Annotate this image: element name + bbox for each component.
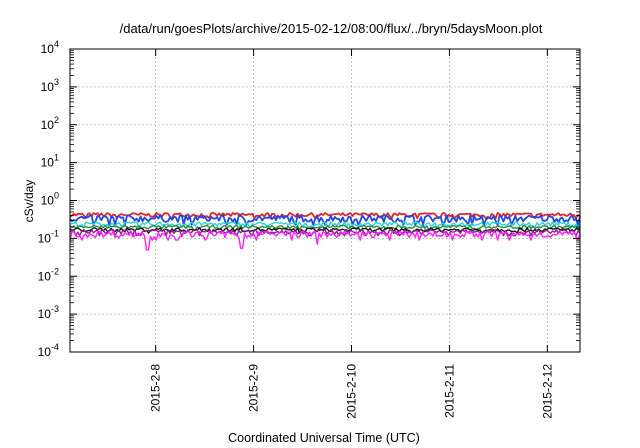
y-tick-base: 10 xyxy=(41,80,55,94)
y-tick-exponent: -4 xyxy=(51,342,59,352)
y-tick-exponent: -1 xyxy=(51,228,59,238)
y-tick-exponent: -3 xyxy=(51,304,59,314)
y-tick-base: 10 xyxy=(38,231,52,245)
y-tick-base: 10 xyxy=(41,194,55,208)
y-tick-label: 101 xyxy=(41,153,59,170)
y-tick-exponent: 2 xyxy=(54,115,59,125)
series-line xyxy=(69,230,581,251)
y-tick-exponent: 4 xyxy=(54,39,59,49)
y-tick-base: 10 xyxy=(38,269,52,283)
chart-title: /data/run/goesPlots/archive/2015-02-12/0… xyxy=(120,21,543,36)
y-tick-label: 104 xyxy=(41,39,59,56)
grid xyxy=(70,49,580,352)
x-tick-label: 2015-2-12 xyxy=(540,364,554,419)
y-tick-base: 10 xyxy=(41,118,55,132)
y-tick-exponent: 1 xyxy=(54,153,59,163)
series-line xyxy=(69,211,581,220)
y-tick-label: 100 xyxy=(41,191,59,208)
x-tick-labels: 2015-2-8 2015-2-9 2015-2-10 2015-2-11 2015-2… xyxy=(149,364,555,419)
ticks xyxy=(70,48,580,353)
y-tick-label: 103 xyxy=(41,77,59,94)
y-tick-label: 10-4 xyxy=(38,342,59,359)
y-tick-label: 102 xyxy=(41,115,59,132)
y-tick-exponent: -2 xyxy=(51,266,59,276)
x-tick-label: 2015-2-10 xyxy=(345,364,359,419)
series-group xyxy=(69,211,581,251)
series-line xyxy=(69,228,581,237)
y-tick-label: 10-3 xyxy=(38,304,59,321)
x-tick-label: 2015-2-11 xyxy=(442,364,456,418)
y-tick-exponent: 0 xyxy=(54,191,59,201)
y-tick-base: 10 xyxy=(38,345,52,359)
y-axis-label: cSv/day xyxy=(22,180,36,223)
y-tick-label: 10-1 xyxy=(38,228,59,245)
x-tick-label: 2015-2-9 xyxy=(247,364,261,412)
y-tick-base: 10 xyxy=(41,42,55,56)
y-tick-base: 10 xyxy=(41,156,55,170)
series-line xyxy=(69,214,581,226)
y-tick-label: 10-2 xyxy=(38,266,59,283)
y-tick-exponent: 3 xyxy=(54,77,59,87)
x-axis-label: Coordinated Universal Time (UTC) xyxy=(228,431,420,445)
x-tick-label: 2015-2-8 xyxy=(149,364,163,412)
y-tick-base: 10 xyxy=(38,307,52,321)
